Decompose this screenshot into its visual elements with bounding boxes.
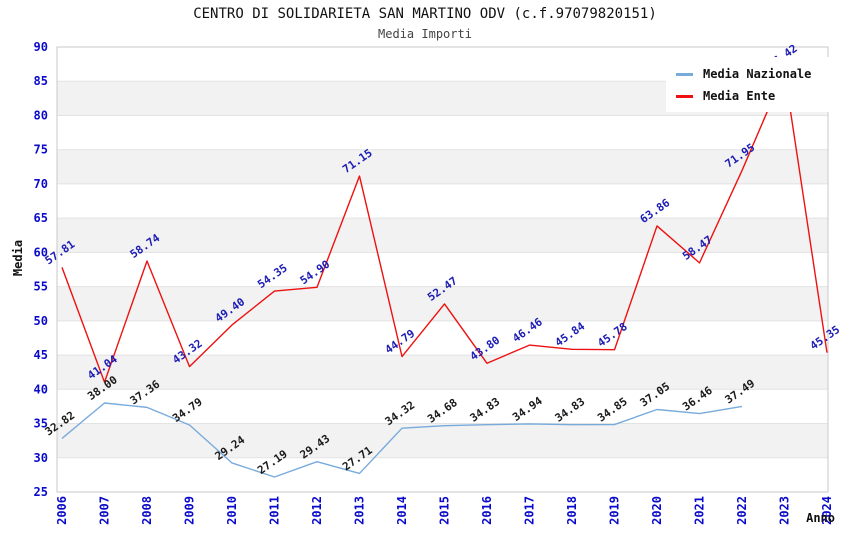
x-axis-tick-labels: 2006 2007 2008 2009 2010 2011 2012 2013 2014 2015… xyxy=(55,496,834,525)
svg-text:45.35: 45.35 xyxy=(808,323,843,353)
svg-text:2018: 2018 xyxy=(565,496,579,525)
svg-text:55: 55 xyxy=(34,280,48,294)
svg-text:70: 70 xyxy=(34,177,48,191)
svg-text:2011: 2011 xyxy=(268,496,282,525)
svg-text:2021: 2021 xyxy=(693,496,707,525)
svg-text:2014: 2014 xyxy=(395,496,409,525)
svg-text:25: 25 xyxy=(34,485,48,499)
svg-text:44.79: 44.79 xyxy=(383,327,418,357)
chart-subtitle: Media Importi xyxy=(378,27,472,41)
svg-text:35: 35 xyxy=(34,417,48,431)
svg-text:34.85: 34.85 xyxy=(595,395,630,425)
svg-text:2007: 2007 xyxy=(98,496,112,525)
plot-border xyxy=(56,46,829,493)
chart-title: CENTRO DI SOLIDARIETA SAN MARTINO ODV (c… xyxy=(193,6,657,22)
legend-item-media-nazionale: Media Nazionale xyxy=(676,67,826,81)
svg-text:60: 60 xyxy=(34,245,48,259)
svg-text:45.84: 45.84 xyxy=(553,319,588,349)
svg-text:2006: 2006 xyxy=(55,496,69,525)
svg-text:2020: 2020 xyxy=(650,496,664,525)
svg-text:34.94: 34.94 xyxy=(510,394,545,424)
svg-text:2013: 2013 xyxy=(353,496,367,525)
svg-text:2012: 2012 xyxy=(310,496,324,525)
svg-text:2016: 2016 xyxy=(480,496,494,525)
svg-text:2009: 2009 xyxy=(183,496,197,525)
svg-text:34.68: 34.68 xyxy=(425,396,460,426)
legend-label: Media Ente xyxy=(703,89,776,103)
media-ente-line-swatch xyxy=(676,94,693,98)
svg-text:45: 45 xyxy=(34,348,48,362)
y-axis-title: Media xyxy=(11,240,25,276)
svg-text:2022: 2022 xyxy=(735,496,749,525)
svg-text:34.83: 34.83 xyxy=(468,395,503,425)
legend: Media Nazionale Media Ente xyxy=(666,57,834,112)
svg-text:80: 80 xyxy=(34,108,48,122)
svg-text:65: 65 xyxy=(34,211,48,225)
legend-label: Media Nazionale xyxy=(703,67,812,81)
svg-text:2015: 2015 xyxy=(438,496,452,525)
legend-item-media-ente: Media Ente xyxy=(676,89,826,103)
svg-text:2008: 2008 xyxy=(140,496,154,525)
svg-text:2019: 2019 xyxy=(608,496,622,525)
media-nazionale-line-swatch xyxy=(676,72,693,76)
svg-text:2024: 2024 xyxy=(820,496,834,525)
svg-text:2017: 2017 xyxy=(523,496,537,525)
svg-text:2023: 2023 xyxy=(778,496,792,525)
svg-text:45.78: 45.78 xyxy=(595,320,630,350)
x-axis-title: Anno xyxy=(806,511,835,525)
y-axis-tick-labels: 25 30 35 40 45 50 55 60 65 70 75 80 85 90 xyxy=(34,40,48,499)
svg-text:40: 40 xyxy=(34,382,48,396)
svg-text:34.83: 34.83 xyxy=(553,395,588,425)
svg-text:75: 75 xyxy=(34,143,48,157)
svg-text:85: 85 xyxy=(34,74,48,88)
svg-text:90: 90 xyxy=(34,40,48,54)
background-bands xyxy=(57,81,828,458)
svg-text:34.79: 34.79 xyxy=(170,395,205,425)
svg-text:54.90: 54.90 xyxy=(298,258,333,288)
svg-text:50: 50 xyxy=(34,314,48,328)
svg-text:30: 30 xyxy=(34,451,48,465)
svg-text:2010: 2010 xyxy=(225,496,239,525)
series-lines xyxy=(61,70,828,478)
